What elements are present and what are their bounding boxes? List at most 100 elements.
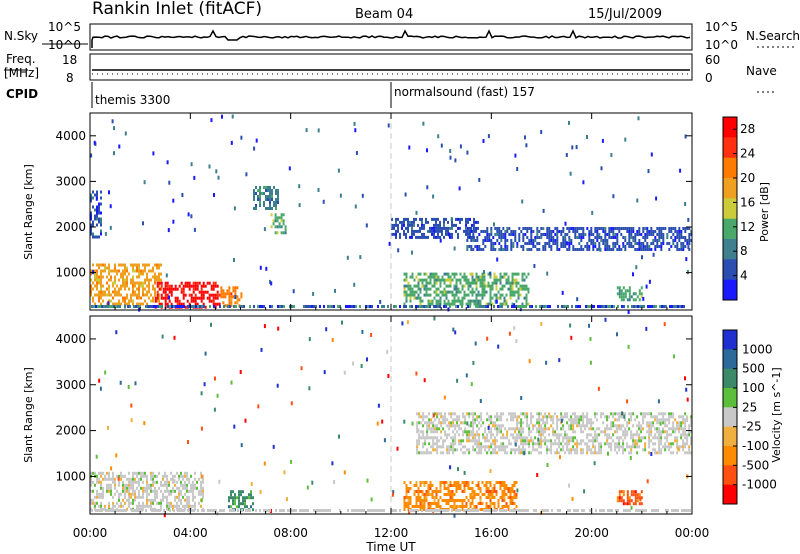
velocity-cell [674,439,677,443]
velocity-cell [481,508,484,511]
power-cell [236,295,239,299]
power-cell [405,275,408,279]
velocity-cell [331,461,334,466]
power-cell [190,299,193,303]
velocity-cell [604,317,607,322]
velocity-cell [164,483,166,487]
power-cell [688,248,691,251]
velocity-cell [496,418,499,422]
power-cell [550,248,553,251]
velocity-cell [464,430,467,434]
power-cell [562,239,565,242]
power-cell [477,220,479,224]
velocity-cell [468,433,471,437]
power-cell [100,290,102,294]
velocity-cell [512,418,515,422]
velocity-cell [250,490,252,494]
velocity-colorbar-swatch [723,407,737,428]
velocity-cell [435,496,438,499]
velocity-cell [465,509,467,512]
velocity-cell [488,445,491,449]
velocity-cell [453,508,456,511]
power-cell [486,239,489,242]
power-cell [162,290,165,294]
velocity-cell [572,418,575,422]
velocity-cell [150,498,152,502]
power-cell [447,226,449,230]
power-cell [592,245,595,248]
power-cell [467,293,470,297]
velocity-cell [578,421,581,425]
power-cell [473,220,475,224]
power-cell [675,305,677,308]
velocity-cell [632,493,635,497]
power-cell [471,275,474,279]
power-cell [425,287,428,291]
power-cell [604,248,607,251]
power-cell [280,225,283,229]
velocity-cell [640,412,643,416]
velocity-cell [660,448,663,452]
velocity-cell [453,513,456,518]
velocity-cell [480,445,483,449]
power-cell [142,263,144,267]
power-cell [136,266,138,270]
velocity-cell [590,421,593,425]
power-cell [429,287,432,291]
power-cell [467,299,470,303]
velocity-cell [466,412,469,416]
velocity-cell [467,484,470,487]
velocity-cell [230,505,232,509]
power-cell [355,305,357,308]
velocity-cell [473,505,476,508]
power-cell [643,305,645,308]
power-cell [635,305,637,308]
velocity-cell [490,436,493,440]
power-cell [183,305,185,308]
velocity-cell [118,492,120,496]
velocity-cell [646,430,649,434]
velocity-cell [548,427,551,431]
nave-label: Nave [746,64,777,78]
power-cell [534,245,537,248]
power-cell [508,233,511,236]
velocity-cell [540,439,543,443]
velocity-cell [416,439,419,443]
power-cell [554,242,557,245]
velocity-cell [436,439,439,443]
power-cell [437,287,440,291]
power-cell [524,227,527,230]
power-cell [259,198,261,201]
power-cell [443,217,445,221]
velocity-cell [428,418,431,422]
velocity-cell [618,442,621,446]
velocity-cell [127,385,130,389]
power-cell [550,236,553,239]
power-cell [532,230,535,233]
power-cell [502,248,505,251]
velocity-cell [596,418,599,422]
power-cell [620,248,623,251]
velocity-cell [611,509,613,512]
power-cell [525,293,528,297]
power-cell [439,290,442,294]
velocity-cell [504,445,507,449]
power-cell [192,284,195,288]
velocity-cell [503,487,506,490]
power-cell [249,305,251,308]
power-cell [433,278,436,282]
velocity-cell [624,436,627,440]
power-cell [267,207,269,210]
velocity-cell [630,505,633,510]
velocity-cell [468,430,471,434]
power-cell [525,284,528,288]
velocity-cell [578,415,581,419]
power-cell [291,305,293,308]
velocity-cell [472,360,475,365]
power-cell [407,223,409,227]
velocity-cell [522,445,525,449]
velocity-cell [192,492,194,496]
power-cell [269,279,271,284]
power-cell [618,292,621,296]
velocity-cell [584,427,587,431]
